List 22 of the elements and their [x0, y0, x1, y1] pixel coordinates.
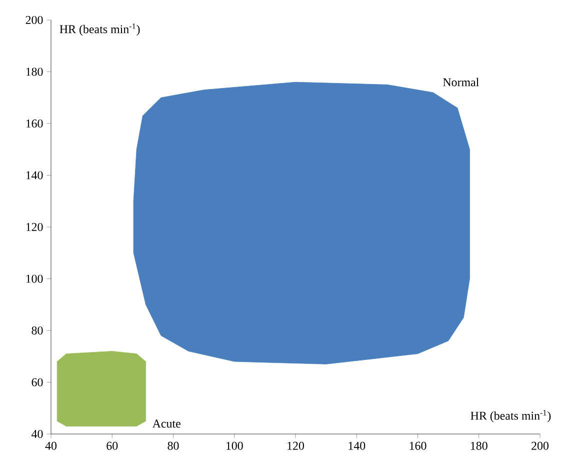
x-tick-label: 60: [106, 442, 118, 450]
y-tick-label: 160: [26, 119, 43, 128]
y-tick-label: 180: [26, 68, 43, 76]
y-tick-label: 120: [26, 222, 43, 232]
x-tick-label: 200: [532, 442, 549, 450]
y-tick-label: 40: [32, 430, 43, 438]
x-tick-label: 140: [348, 442, 366, 450]
series-label: Normal: [443, 78, 479, 86]
x-tick-label: 80: [168, 442, 179, 450]
y-tick-label: 60: [32, 378, 43, 386]
x-tick-label: 40: [45, 442, 57, 450]
y-axis-title: HR (beats min$^{-1}$): [60, 24, 140, 36]
y-tick-label: 80: [32, 326, 43, 335]
x-tick-label: 120: [288, 442, 304, 450]
x-axis-title: HR (beats min$^{-1}$): [470, 410, 551, 422]
x-tick-label: 100: [226, 442, 243, 450]
x-tick-label: 180: [470, 442, 488, 450]
y-tick-label: 200: [26, 16, 43, 24]
y-tick-label: 100: [26, 274, 43, 283]
series-label: Acute: [152, 420, 180, 428]
y-tick-label: 140: [26, 171, 43, 180]
x-tick-label: 160: [410, 442, 426, 450]
